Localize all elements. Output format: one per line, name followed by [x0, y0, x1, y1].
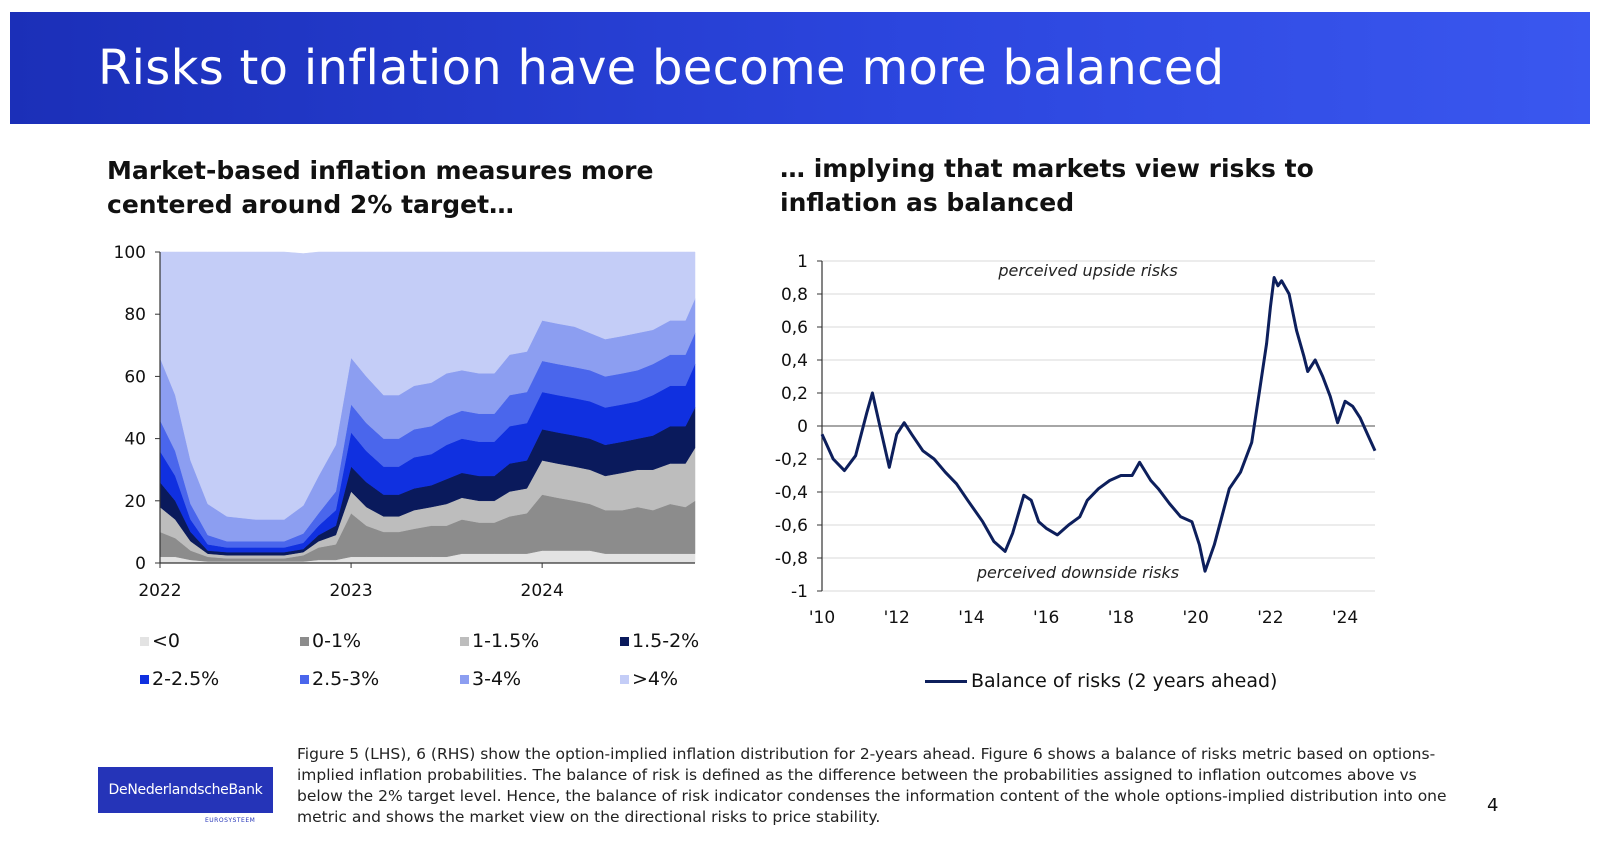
y-tick-label: 0	[797, 417, 808, 437]
logo-subtext: EUROSYSTEEM	[205, 817, 256, 824]
legend-item-4: 2-2.5%	[140, 668, 219, 690]
y-tick-label: 60	[124, 367, 146, 387]
legend-label: >4%	[632, 668, 679, 690]
balance-of-risks-chart: -1 -0,8 -0,6 -0,4 -0,2 0 0,2 0,4 0,6 0,8 1 '10 '12 '1…	[775, 252, 1377, 628]
inflation-distribution-chart: 0 20 40 60 80 100 2022 2023 2024	[114, 243, 696, 601]
y-tick-label: 0,4	[781, 351, 808, 371]
legend-swatch	[140, 636, 149, 646]
right-chart-heading: … implying that markets view risks to in…	[780, 154, 1314, 217]
legend-item-5: 2.5-3%	[300, 668, 379, 690]
slide-title: Risks to inflation have become more bala…	[98, 40, 1225, 96]
legend-swatch	[620, 636, 629, 646]
legend-item-7: >4%	[620, 668, 678, 690]
legend-item-1: 0-1%	[300, 630, 361, 652]
x-tick-label: 2022	[138, 581, 181, 601]
legend-item-3: 1.5-2%	[620, 630, 699, 652]
legend-label: <0	[152, 630, 181, 652]
x-tick-label: '22	[1257, 608, 1283, 628]
legend-swatch	[460, 674, 469, 684]
annotation-downside: perceived downside risks	[976, 563, 1179, 582]
y-tick-label: 100	[114, 243, 146, 263]
legend-item-6: 3-4%	[460, 668, 521, 690]
y-tick-label: -0,6	[775, 516, 808, 536]
y-tick-label: 0,8	[781, 285, 808, 305]
legend-label-balance-of-risks: Balance of risks (2 years ahead)	[971, 670, 1278, 692]
y-tick-label: -1	[791, 582, 808, 602]
x-tick-label: 2024	[521, 581, 564, 601]
x-tick-label: '18	[1108, 608, 1134, 628]
x-tick-label: '12	[884, 608, 910, 628]
legend-swatch	[620, 674, 629, 684]
annotation-upside: perceived upside risks	[997, 261, 1177, 280]
legend-line-swatch	[925, 679, 967, 683]
y-tick-label: -0,4	[775, 483, 808, 503]
legend-label: 0-1%	[312, 630, 362, 652]
logo-text: DeNederlandscheBank	[108, 782, 263, 798]
legend-label: 1-1.5%	[472, 630, 540, 652]
y-tick-label: 1	[797, 252, 808, 272]
area-band-7	[159, 251, 696, 520]
x-tick-label: '20	[1182, 608, 1208, 628]
title-banner: Risks to inflation have become more bala…	[10, 12, 1590, 124]
right-chart-legend: Balance of risks (2 years ahead)	[925, 670, 1277, 692]
x-tick-label: '16	[1033, 608, 1059, 628]
legend-item-0: <0	[140, 630, 180, 652]
legend-label: 2-2.5%	[152, 668, 220, 690]
dnb-logo: DeNederlandscheBank	[98, 767, 273, 813]
legend-swatch	[300, 674, 309, 684]
legend-swatch	[460, 636, 469, 646]
y-tick-label: 40	[124, 430, 146, 450]
figure-footnote: Figure 5 (LHS), 6 (RHS) show the option-…	[297, 745, 1447, 826]
legend-label: 1.5-2%	[632, 630, 700, 652]
y-tick-label: 80	[124, 305, 146, 325]
legend-label: 3-4%	[472, 668, 522, 690]
x-tick-label: '14	[958, 608, 984, 628]
y-tick-label: 0	[135, 554, 146, 574]
legend-swatch	[140, 674, 149, 684]
y-tick-label: -0,2	[775, 450, 808, 470]
legend-item-2: 1-1.5%	[460, 630, 539, 652]
balance-of-risks-line	[820, 276, 1377, 573]
legend-label: 2.5-3%	[312, 668, 380, 690]
x-tick-label: 2023	[329, 581, 372, 601]
y-tick-label: 20	[124, 492, 146, 512]
x-tick-label: '10	[809, 608, 835, 628]
left-chart-heading: Market-based inflation measures more cen…	[107, 156, 654, 219]
y-tick-label: -0,8	[775, 549, 808, 569]
x-tick-label: '24	[1332, 608, 1358, 628]
y-tick-label: 0,6	[781, 318, 808, 338]
page-number: 4	[1487, 795, 1499, 816]
y-tick-label: 0,2	[781, 384, 808, 404]
legend-swatch	[300, 636, 309, 646]
